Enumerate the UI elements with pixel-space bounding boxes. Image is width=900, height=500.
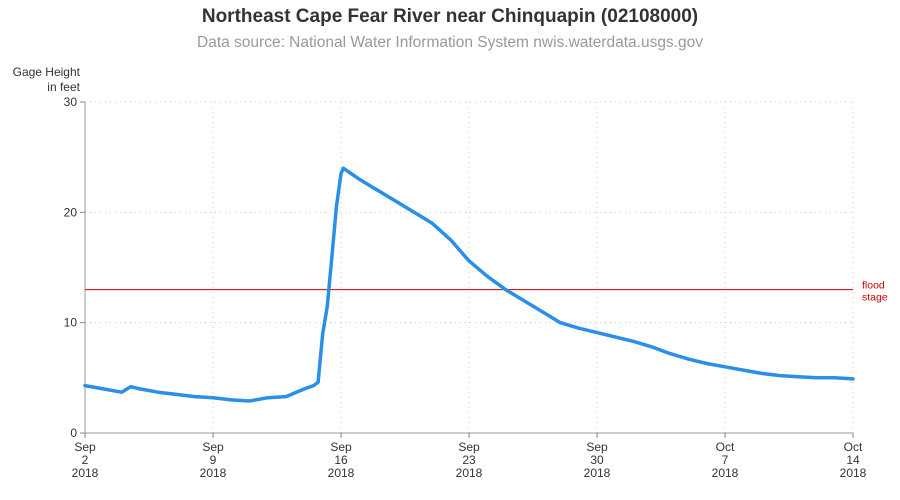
x-tick-label: Oct 7 2018 bbox=[712, 440, 739, 480]
x-tick-label: Sep 23 2018 bbox=[456, 440, 483, 480]
x-tick-label-line: 2018 bbox=[72, 466, 99, 480]
x-tick-label-line: 2 bbox=[82, 453, 89, 467]
x-tick-label: Sep 16 2018 bbox=[328, 440, 355, 480]
x-tick-label-line: Sep bbox=[74, 440, 96, 454]
x-tick-label-line: Sep bbox=[586, 440, 608, 454]
flood-stage-label: flood stage bbox=[862, 280, 888, 304]
x-tick-label-line: 2018 bbox=[456, 466, 483, 480]
chart-subtitle: Data source: National Water Information … bbox=[197, 34, 703, 51]
x-tick-label-line: Sep bbox=[330, 440, 352, 454]
x-tick-label-line: 2018 bbox=[840, 466, 867, 480]
x-tick-label-line: 2018 bbox=[200, 466, 227, 480]
x-tick-label-line: Sep bbox=[202, 440, 224, 454]
flood-stage-label-line: stage bbox=[862, 292, 888, 304]
flood-stage-reference: flood stage bbox=[85, 280, 888, 304]
x-tick-label-line: 2018 bbox=[584, 466, 611, 480]
x-tick-label-line: 2018 bbox=[712, 466, 739, 480]
flood-stage-label-line: flood bbox=[862, 280, 885, 292]
x-tick-label: Oct 14 2018 bbox=[840, 440, 867, 480]
y-axis-label: Gage Height in feet bbox=[0, 65, 80, 95]
y-axis-label-line: Gage Height bbox=[12, 65, 80, 79]
x-tick-label-line: 7 bbox=[722, 453, 729, 467]
y-axis-ticks: 0 10 20 30 bbox=[64, 95, 85, 440]
x-tick-label-line: 2018 bbox=[328, 466, 355, 480]
y-axis-label-line: in feet bbox=[47, 80, 80, 94]
x-tick-label-line: Sep bbox=[458, 440, 480, 454]
y-tick-label: 0 bbox=[70, 426, 77, 440]
x-tick-label: Sep 30 2018 bbox=[584, 440, 611, 480]
x-tick-label-line: 30 bbox=[590, 453, 604, 467]
x-tick-label: Sep 9 2018 bbox=[200, 440, 227, 480]
x-tick-label-line: Oct bbox=[716, 440, 735, 454]
x-tick-label-line: Oct bbox=[844, 440, 863, 454]
x-tick-label-line: 16 bbox=[334, 453, 348, 467]
chart-title: Northeast Cape Fear River near Chinquapi… bbox=[201, 6, 699, 27]
grid bbox=[85, 101, 854, 433]
x-tick-label: Sep 2 2018 bbox=[72, 440, 99, 480]
x-tick-label-line: 14 bbox=[846, 453, 860, 467]
y-tick-label: 10 bbox=[64, 316, 78, 330]
x-tick-label-line: 9 bbox=[210, 453, 217, 467]
x-tick-label-line: 23 bbox=[462, 453, 476, 467]
y-tick-label: 20 bbox=[64, 205, 78, 219]
series-layer bbox=[83, 166, 855, 403]
gage-height-series-line bbox=[83, 166, 855, 403]
y-tick-label: 30 bbox=[64, 95, 78, 109]
